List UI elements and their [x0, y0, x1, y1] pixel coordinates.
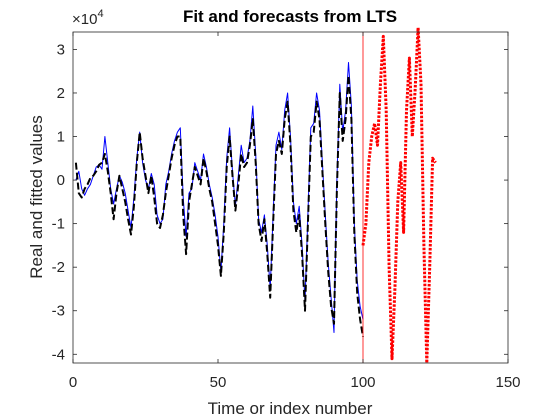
- x-axis-label: Time or index number: [208, 399, 373, 418]
- x-tick-label: 50: [210, 374, 227, 391]
- y-exponent-label: ×104: [72, 8, 104, 28]
- y-tick-label: 0: [57, 172, 65, 189]
- axes-frame: [72, 31, 509, 364]
- x-tick-label: 0: [69, 374, 77, 391]
- y-tick-label: -3: [52, 303, 65, 320]
- x-tick-label: 150: [495, 374, 520, 391]
- y-tick-label: -1: [52, 216, 65, 233]
- plot-area: [73, 32, 508, 363]
- y-exponent-power: 4: [97, 8, 103, 20]
- series-line-3: [361, 26, 437, 365]
- y-tick-label: 1: [57, 129, 65, 146]
- tick-layer: 0 50 100 150 -4 -3 -2 -1 0 1 2 3: [52, 32, 521, 391]
- y-axis-label: Real and fitted values: [27, 115, 46, 279]
- x-tick-label: 100: [350, 374, 375, 391]
- series-line-2: [74, 74, 364, 338]
- axes-box: [72, 31, 509, 364]
- y-tick-label: 2: [57, 85, 65, 102]
- series-layer: [74, 26, 437, 365]
- y-tick-label: 3: [57, 41, 65, 58]
- y-exponent-base: ×10: [72, 11, 97, 28]
- y-tick-label: -2: [52, 259, 65, 276]
- chart-title: Fit and forecasts from LTS: [183, 7, 397, 26]
- y-tick-label: -4: [52, 346, 65, 363]
